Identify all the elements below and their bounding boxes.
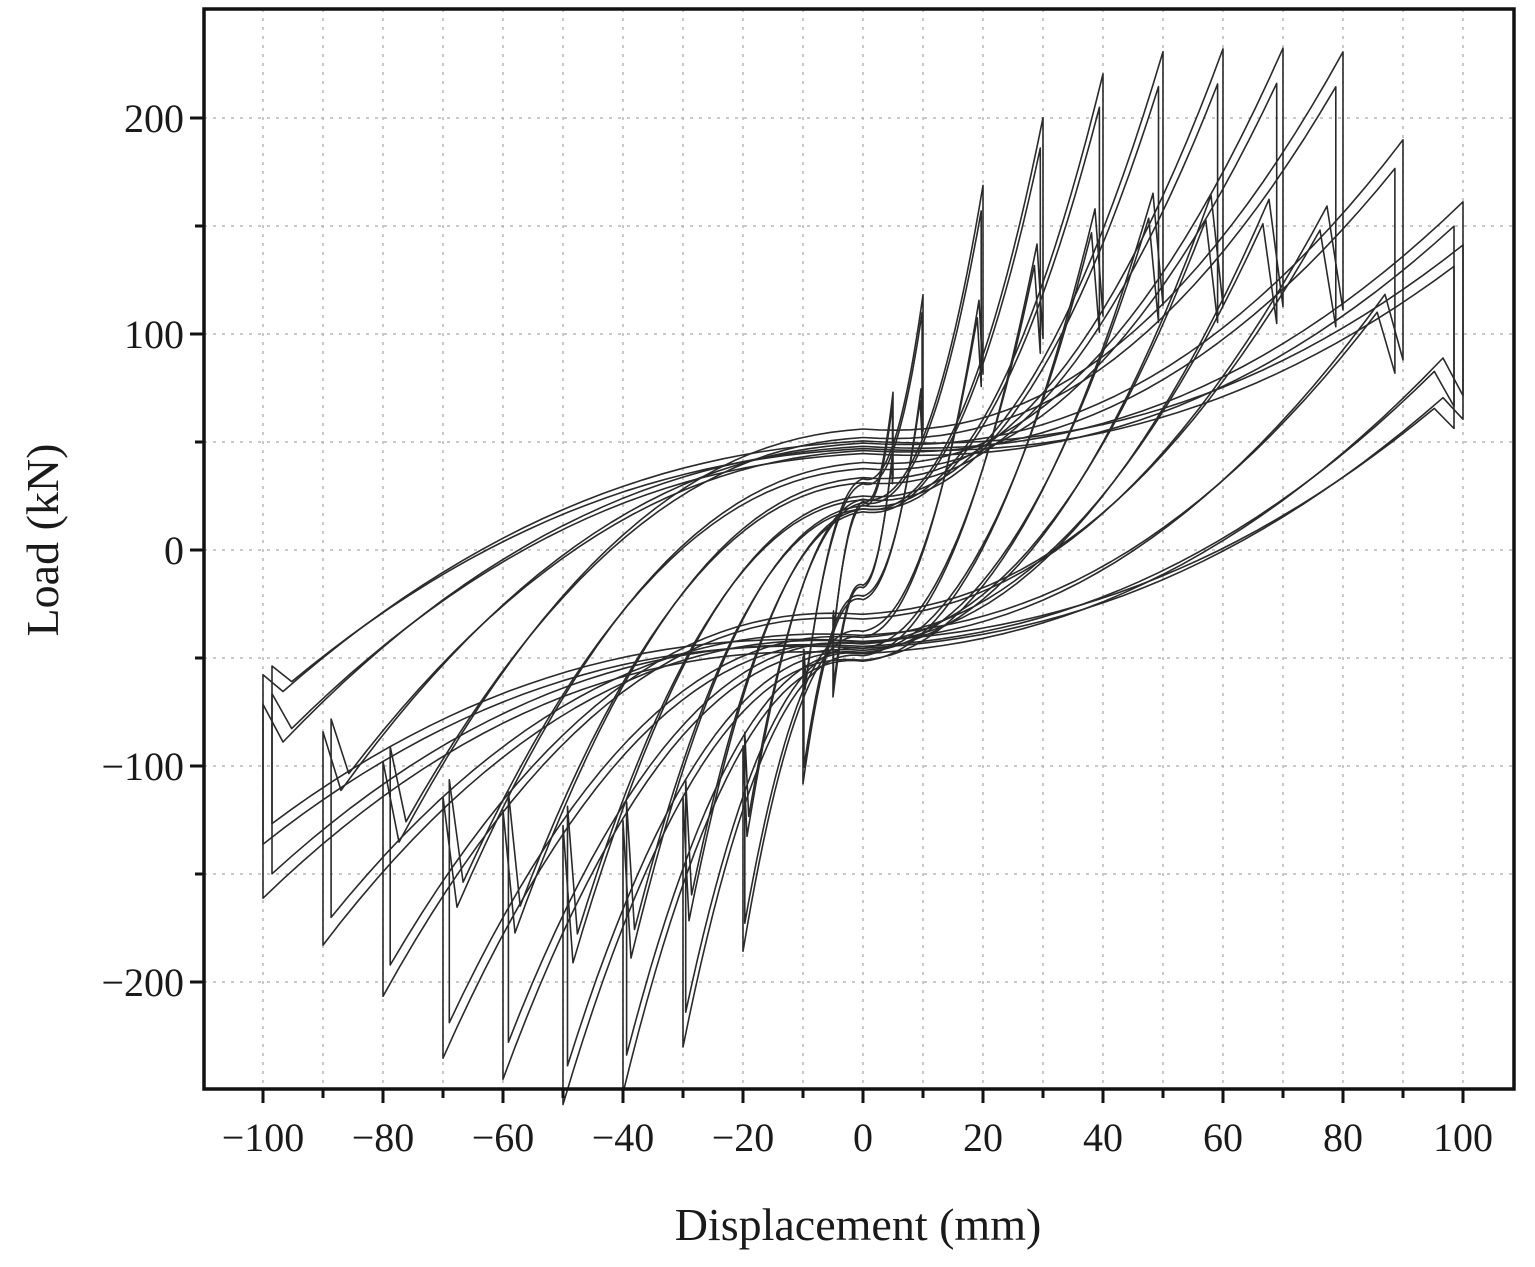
x-tick-label: −40 (592, 1115, 655, 1160)
x-tick-label: −100 (222, 1115, 305, 1160)
hysteresis-loop-repeat (389, 86, 1337, 966)
hysteresis-loop-repeat (448, 82, 1278, 1024)
hysteresis-loop-repeat (271, 265, 1455, 825)
axis-ticks (190, 116, 1465, 1103)
hysteresis-loop (682, 117, 1044, 1048)
x-tick-label: 100 (1433, 1115, 1493, 1160)
y-tick-label: 100 (124, 312, 184, 357)
y-tick-label: −200 (101, 960, 184, 1005)
y-axis-title: Load (kN) (17, 444, 68, 637)
x-tick-label: 40 (1083, 1115, 1123, 1160)
hysteresis-loop-repeat (625, 106, 1101, 1056)
hysteresis-loop-repeat (566, 85, 1160, 1067)
x-tick-label: −60 (472, 1115, 535, 1160)
x-tick-label: −80 (352, 1115, 415, 1160)
x-tick-label: 80 (1323, 1115, 1363, 1160)
hysteresis-loop-repeat (507, 83, 1219, 1043)
x-tick-label: 0 (853, 1115, 873, 1160)
hysteresis-loop (802, 293, 924, 785)
y-tick-label: 0 (164, 528, 184, 573)
hysteresis-loop (322, 139, 1404, 946)
hysteresis-loop (502, 48, 1224, 1080)
y-tick-labels: −200 −100 0 100 200 (101, 96, 184, 1005)
hysteresis-loop (262, 244, 1464, 845)
x-tick-label: 60 (1203, 1115, 1243, 1160)
hysteresis-loop (562, 50, 1164, 1106)
x-axis-title: Displacement (mm) (675, 1199, 1042, 1250)
hysteresis-curves (262, 47, 1464, 1106)
y-tick-label: 200 (124, 96, 184, 141)
x-tick-labels: −100 −80 −60 −40 −20 0 20 40 60 80 100 (222, 1115, 1493, 1160)
hysteresis-loop-repeat (803, 311, 923, 769)
plot-frame (202, 7, 1516, 1091)
hysteresis-loop (442, 47, 1284, 1059)
grid-lines (204, 9, 1514, 1089)
hysteresis-loop (382, 51, 1344, 998)
y-tick-label: −100 (101, 744, 184, 789)
x-tick-label: 20 (963, 1115, 1003, 1160)
x-tick-label: −20 (712, 1115, 775, 1160)
